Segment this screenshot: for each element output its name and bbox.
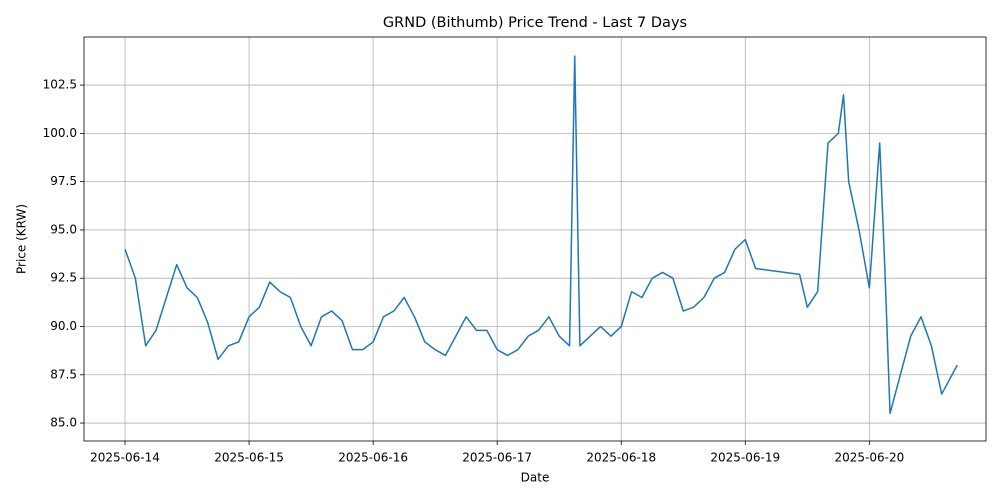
- y-tick-label: 87.5: [50, 367, 77, 381]
- x-tick-label: 2025-06-15: [214, 451, 284, 465]
- x-axis-label: Date: [521, 471, 550, 485]
- plot-frame: [83, 36, 987, 442]
- x-tick-label: 2025-06-14: [90, 451, 160, 465]
- x-tick-label: 2025-06-17: [462, 451, 532, 465]
- y-axis-label: Price (KRW): [15, 204, 29, 274]
- y-tick-label: 90.0: [50, 319, 77, 333]
- x-tick-label: 2025-06-16: [338, 451, 408, 465]
- y-tick-label: 92.5: [50, 271, 77, 285]
- y-tick-label: 102.5: [43, 78, 77, 92]
- x-tick-label: 2025-06-19: [710, 451, 780, 465]
- chart-title: GRND (Bithumb) Price Trend - Last 7 Days: [383, 15, 687, 31]
- y-tick-label: 95.0: [50, 222, 77, 236]
- y-tick-label: 97.5: [50, 174, 77, 188]
- x-tick-label: 2025-06-18: [586, 451, 656, 465]
- price-line: [124, 55, 958, 415]
- y-tick-label: 85.0: [50, 416, 77, 430]
- y-tick-label: 100.0: [43, 126, 77, 140]
- x-tick-label: 2025-06-20: [834, 451, 904, 465]
